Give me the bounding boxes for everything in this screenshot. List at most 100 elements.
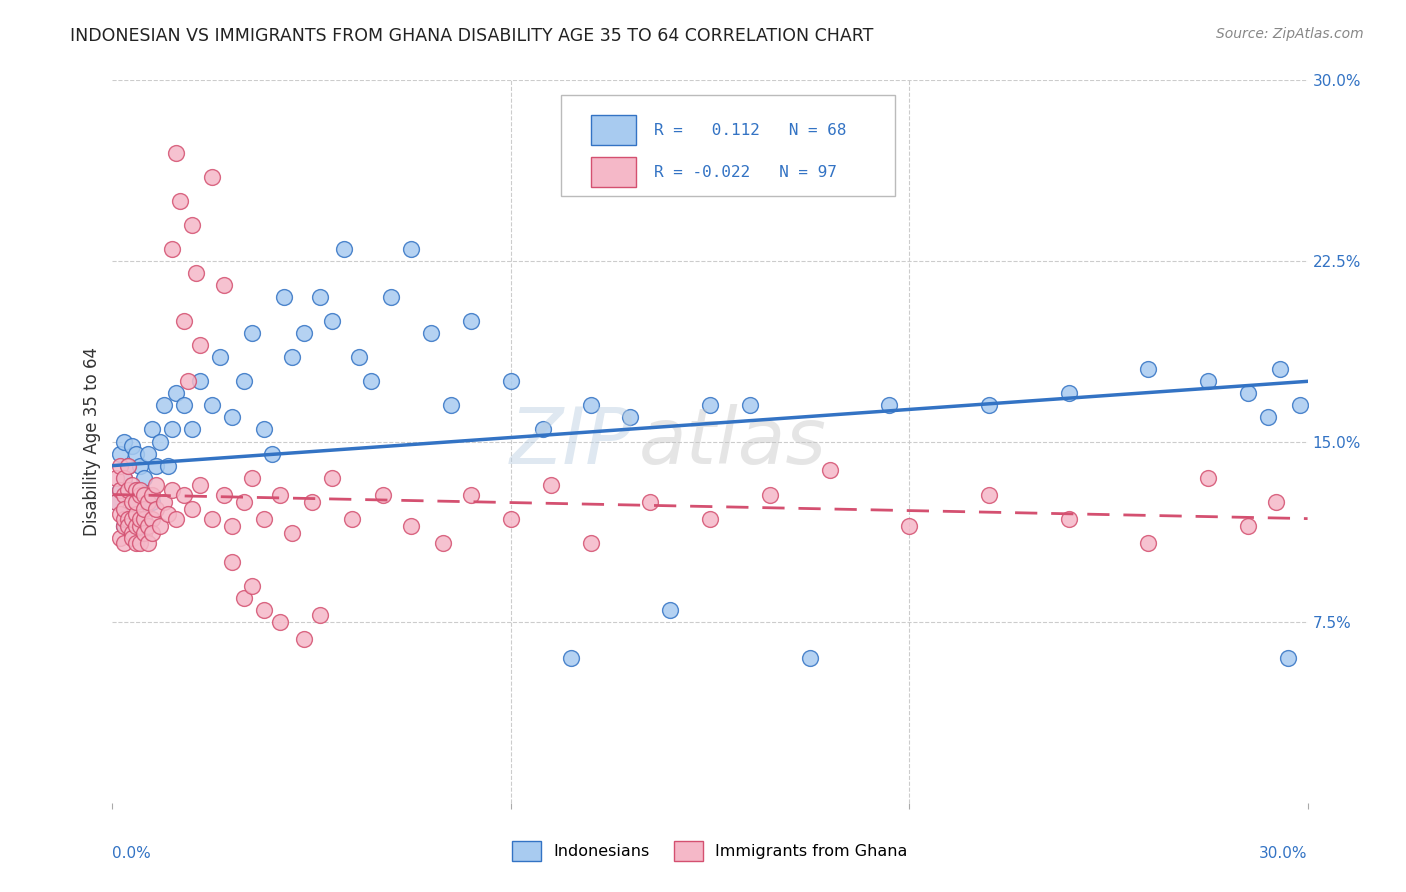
Point: [114, 518, 135, 533]
Point: [138, 494, 160, 508]
Point: [269, 615, 291, 630]
Point: [360, 374, 382, 388]
Point: [121, 483, 143, 497]
Point: [141, 511, 163, 525]
Bar: [591, 115, 636, 145]
Point: [201, 511, 224, 525]
Point: [240, 326, 263, 340]
Point: [579, 398, 602, 412]
Point: [273, 290, 295, 304]
Point: [105, 494, 128, 508]
Point: [818, 463, 841, 477]
Point: [105, 470, 128, 484]
Y-axis label: Disability Age 35 to 64: Disability Age 35 to 64: [83, 347, 101, 536]
Point: [799, 651, 821, 665]
Point: [1237, 386, 1260, 401]
Point: [125, 507, 148, 521]
Point: [125, 446, 148, 460]
Point: [1137, 362, 1160, 376]
Point: [659, 603, 682, 617]
Point: [1197, 374, 1219, 388]
Point: [1268, 362, 1291, 376]
Point: [117, 458, 139, 473]
Point: [162, 242, 183, 256]
Point: [340, 511, 363, 525]
Point: [141, 422, 163, 436]
Point: [260, 446, 283, 460]
Point: [114, 470, 135, 484]
Point: [121, 494, 143, 508]
Point: [121, 526, 143, 541]
Point: [269, 487, 291, 501]
Point: [349, 350, 371, 364]
Point: [129, 483, 152, 497]
Text: atlas: atlas: [638, 403, 827, 480]
Bar: [591, 157, 636, 187]
Point: [281, 350, 304, 364]
Point: [440, 398, 463, 412]
Point: [134, 487, 156, 501]
Point: [129, 511, 152, 525]
Point: [121, 511, 143, 525]
Point: [253, 422, 276, 436]
Point: [212, 277, 235, 292]
Point: [138, 446, 160, 460]
Point: [149, 518, 172, 533]
Point: [149, 434, 172, 449]
Point: [117, 518, 139, 533]
Text: 0.0%: 0.0%: [112, 847, 152, 861]
Point: [141, 526, 163, 541]
Point: [221, 555, 243, 569]
Point: [738, 398, 761, 412]
Point: [117, 483, 139, 497]
Text: 30.0%: 30.0%: [1260, 847, 1308, 861]
Point: [114, 434, 135, 449]
Point: [129, 458, 152, 473]
Point: [125, 494, 148, 508]
Point: [165, 511, 187, 525]
Point: [380, 290, 402, 304]
Point: [125, 494, 148, 508]
Point: [117, 507, 139, 521]
Point: [114, 511, 135, 525]
Point: [181, 502, 204, 516]
Point: [141, 487, 163, 501]
Point: [253, 511, 276, 525]
Point: [1137, 535, 1160, 549]
Text: Source: ZipAtlas.com: Source: ZipAtlas.com: [1216, 27, 1364, 41]
Point: [165, 386, 187, 401]
Point: [173, 487, 195, 501]
Point: [110, 446, 132, 460]
Point: [188, 478, 211, 492]
Point: [188, 338, 211, 352]
Point: [221, 410, 243, 425]
Point: [540, 478, 562, 492]
Point: [141, 494, 163, 508]
Point: [134, 511, 156, 525]
Point: [169, 194, 191, 208]
Point: [121, 531, 143, 545]
Point: [1057, 386, 1080, 401]
Point: [221, 518, 243, 533]
Point: [977, 487, 1000, 501]
Point: [105, 494, 128, 508]
Point: [129, 487, 152, 501]
Point: [173, 398, 195, 412]
Point: [233, 494, 256, 508]
Point: [977, 398, 1000, 412]
Point: [292, 632, 315, 646]
Point: [201, 169, 224, 184]
Point: [153, 494, 176, 508]
FancyBboxPatch shape: [561, 95, 896, 196]
Point: [432, 535, 454, 549]
Point: [499, 511, 522, 525]
Point: [233, 374, 256, 388]
Point: [162, 422, 183, 436]
Point: [134, 470, 156, 484]
Point: [114, 518, 135, 533]
Point: [879, 398, 901, 412]
Point: [121, 531, 143, 545]
Point: [121, 478, 143, 492]
Point: [125, 483, 148, 497]
Point: [699, 398, 721, 412]
